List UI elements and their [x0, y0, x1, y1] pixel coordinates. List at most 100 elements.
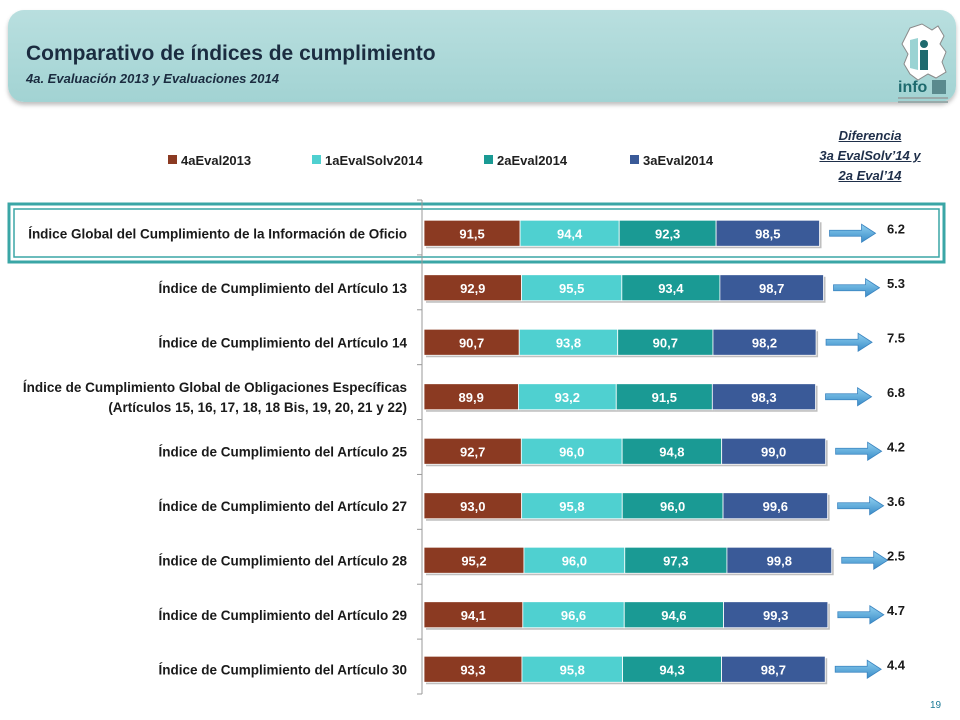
- bar-value-label: 99,0: [761, 444, 786, 459]
- category-label: Índice de Cumplimiento del Artículo 29: [158, 608, 407, 623]
- bar-segment: [423, 383, 519, 411]
- bar-segment: [726, 546, 833, 574]
- bar-value-label: 94,1: [461, 608, 486, 623]
- bar-value-label: 94,8: [659, 444, 684, 459]
- bar-value-label: 95,5: [559, 281, 584, 296]
- bar-value-label: 93,0: [460, 499, 485, 514]
- bar-segment: [423, 274, 522, 302]
- difference-value: 7.5: [887, 330, 905, 345]
- header-banner: Comparativo de índices de cumplimiento 4…: [8, 10, 956, 103]
- arrow-icon: [825, 332, 873, 352]
- bar-segment: [521, 274, 623, 302]
- difference-header-line: Diferencia: [838, 128, 902, 143]
- info-logo: info: [898, 23, 948, 103]
- bar-value-label: 98,7: [759, 281, 784, 296]
- difference-header-line: 2a Eval’14: [838, 168, 902, 183]
- bar-segment: [722, 492, 829, 520]
- arrow-icon: [829, 223, 877, 243]
- bar-value-label: 91,5: [459, 226, 484, 241]
- category-label: Índice de Cumplimiento del Artículo 25: [158, 444, 407, 459]
- bar-value-label: 96,0: [660, 499, 685, 514]
- arrow-icon: [833, 278, 881, 298]
- bar-value-label: 93,2: [555, 390, 580, 405]
- legend-swatch: [168, 155, 177, 164]
- bar-segment: [712, 328, 817, 356]
- category-label: Índice de Cumplimiento del Artículo 13: [158, 281, 407, 296]
- highlight-box: [7, 202, 946, 264]
- bar-value-label: 92,7: [460, 444, 485, 459]
- difference-value: 3.6: [887, 494, 905, 509]
- bar-segment: [423, 546, 525, 574]
- bar-value-label: 90,7: [459, 335, 484, 350]
- legend-label: 1aEvalSolv2014: [325, 153, 423, 168]
- bar-value-label: 95,8: [559, 499, 584, 514]
- category-label: Índice de Cumplimiento del Artículo 30: [158, 662, 407, 677]
- category-axis: [417, 199, 423, 695]
- bar-segment: [621, 492, 724, 520]
- bar-segment: [618, 219, 717, 247]
- highlight-box-layer: [7, 202, 946, 264]
- bars-layer: 91,5 94,4 92,3 98,5 92,9 95,5 93,4 98,7 90,7 93,8…: [423, 219, 834, 685]
- category-label: Índice Global del Cumplimiento de la Inf…: [28, 226, 407, 241]
- arrow-icon: [835, 441, 883, 461]
- bar-segment: [617, 328, 714, 356]
- bar-value-label: 98,3: [751, 390, 776, 405]
- difference-value: 4.4: [887, 657, 906, 672]
- bar-value-label: 99,8: [767, 553, 792, 568]
- bar-segment: [521, 655, 623, 683]
- bar-value-label: 99,6: [763, 499, 788, 514]
- bar-segment: [622, 655, 722, 683]
- legend-swatch: [484, 155, 493, 164]
- difference-header: Diferencia 3a EvalSolv’14 y 2a Eval’14: [808, 126, 932, 186]
- bar-value-label: 92,3: [655, 226, 680, 241]
- bar-value-label: 89,9: [459, 390, 484, 405]
- difference-value: 6.2: [887, 221, 905, 236]
- difference-layer: 6.2 5.3 7.5 6.8 4.2 3.6 2.5 4.7 4.4: [825, 221, 906, 679]
- arrow-icon: [837, 605, 885, 625]
- bar-segment: [518, 328, 619, 356]
- bar-segment: [615, 383, 713, 411]
- difference-value: 5.3: [887, 276, 905, 291]
- bar-segment: [711, 383, 816, 411]
- bar-segment: [423, 219, 521, 247]
- legend-label: 2aEval2014: [497, 153, 568, 168]
- bar-segment: [623, 601, 724, 629]
- arrow-icon: [837, 496, 885, 516]
- difference-value: 6.8: [887, 385, 905, 400]
- category-label: Índice de Cumplimiento del Artículo 27: [158, 499, 407, 514]
- bar-segment: [621, 274, 721, 302]
- bar-segment: [715, 219, 820, 247]
- bar-segment: [519, 219, 620, 247]
- bar-value-label: 98,7: [761, 662, 786, 677]
- bar-segment: [721, 437, 827, 465]
- arrow-icon: [825, 387, 873, 407]
- bar-value-label: 94,3: [659, 662, 684, 677]
- bar-segment: [621, 437, 723, 465]
- page-subtitle: 4a. Evaluación 2013 y Evaluaciones 2014: [26, 71, 279, 86]
- category-label: (Artículos 15, 16, 17, 18, 18 Bis, 19, 2…: [108, 400, 407, 415]
- difference-value: 4.2: [887, 439, 905, 454]
- bar-segment: [517, 383, 617, 411]
- page-number: 19: [930, 700, 942, 711]
- bar-value-label: 96,6: [561, 608, 586, 623]
- bar-segment: [523, 546, 626, 574]
- page-title: Comparativo de índices de cumplimiento: [26, 42, 436, 65]
- legend-swatch: [312, 155, 321, 164]
- bar-segment: [721, 655, 826, 683]
- bar-segment: [423, 437, 522, 465]
- bar-value-label: 98,5: [755, 226, 780, 241]
- bar-value-label: 98,2: [752, 335, 777, 350]
- highlight-box-inner: [13, 208, 940, 258]
- bar-value-label: 95,8: [560, 662, 585, 677]
- chart-legend: 4aEval2013 1aEvalSolv2014 2aEval2014 3aEval…: [168, 153, 714, 168]
- category-label: Índice de Cumplimiento del Artículo 14: [158, 335, 407, 350]
- arrow-icon: [841, 550, 889, 570]
- bar-segment: [723, 601, 829, 629]
- bar-value-label: 91,5: [652, 390, 677, 405]
- bar-value-label: 99,3: [763, 608, 788, 623]
- bar-segment: [719, 274, 824, 302]
- bar-value-label: 94,4: [557, 226, 583, 241]
- bar-segment: [520, 437, 623, 465]
- category-label: Índice de Cumplimiento del Artículo 28: [158, 553, 407, 568]
